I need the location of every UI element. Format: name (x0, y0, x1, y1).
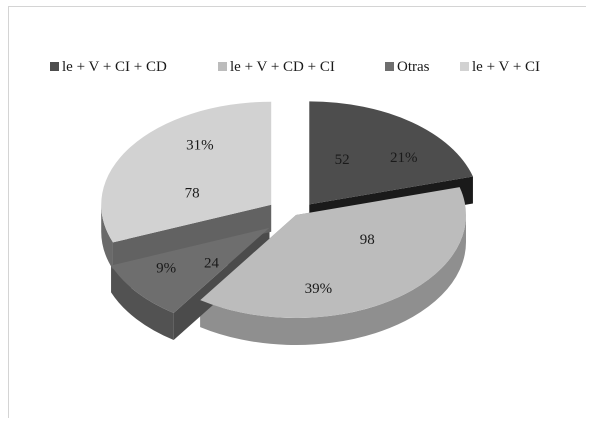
legend-label: le + V + CI + CD (62, 59, 167, 75)
slice-3-percent-label: 9% (156, 261, 176, 277)
legend-swatch (50, 62, 59, 71)
slice-4-rim (101, 204, 113, 270)
slice-2-value-label: 98 (360, 232, 375, 248)
slice-1-value-label: 52 (335, 152, 350, 168)
slice-1-percent-label: 21% (390, 150, 418, 166)
legend-label: le + V + CI (472, 59, 540, 75)
slice-4-percent-label: 31% (186, 138, 214, 154)
legend-label: le + V + CD + CI (230, 59, 335, 75)
slice-4-value-label: 78 (185, 186, 200, 202)
slice-4-side (101, 204, 272, 270)
legend-item-3: Otras (385, 59, 430, 75)
pie-slices (101, 101, 473, 345)
slice-4-wall-1 (112, 204, 272, 270)
pie-labels: 52 21% 98 39% 24 9% 78 31% (156, 138, 417, 297)
slice-4 (101, 101, 272, 243)
slice-2 (200, 187, 467, 318)
legend-label: Otras (397, 59, 430, 75)
legend-item-4: le + V + CI (460, 59, 540, 75)
chart-frame (8, 6, 586, 418)
legend-item-2: le + V + CD + CI (218, 59, 335, 75)
slice-1 (309, 101, 473, 205)
legend-item-1: le + V + CI + CD (50, 59, 167, 75)
legend-swatch (385, 62, 394, 71)
slice-3-rim (111, 265, 174, 340)
slice-2-percent-label: 39% (305, 281, 333, 297)
legend-swatch (218, 62, 227, 71)
legend: le + V + CI + CD le + V + CD + CI Otras le … (50, 59, 540, 75)
slice-2-rim (200, 215, 466, 345)
slice-3-value-label: 24 (204, 256, 220, 272)
legend-swatch (460, 62, 469, 71)
slice-3 (111, 227, 270, 313)
